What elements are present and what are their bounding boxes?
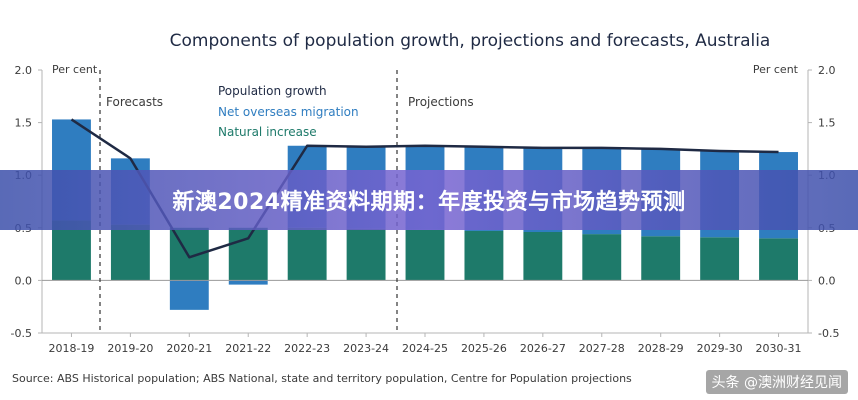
y-tick-label-right: 1.5 xyxy=(818,117,836,130)
bar-natural-increase xyxy=(523,232,563,281)
x-tick-label: 2023-24 xyxy=(343,342,389,355)
bar-natural-increase xyxy=(52,220,91,281)
headline-text: 新澳2024精准资料期期：年度投资与市场趋势预测 xyxy=(172,190,686,215)
population-growth-line xyxy=(70,118,779,259)
bar-natural-increase xyxy=(759,238,798,281)
y-axis-label-left: Per cent xyxy=(52,63,98,76)
source-note: Source: ABS Historical population; ABS N… xyxy=(12,372,632,385)
y-tick-label-right: 2.0 xyxy=(818,64,836,77)
x-tick-label: 2024-25 xyxy=(402,342,448,355)
y-tick-label-left: 2.0 xyxy=(15,64,33,77)
legend-item-net-overseas-migration: Net overseas migration xyxy=(218,105,359,119)
bar-natural-increase xyxy=(405,229,445,281)
chart-title: Components of population growth, project… xyxy=(170,31,771,51)
y-tick-label-right: 0.0 xyxy=(818,274,836,287)
legend-item-natural-increase: Natural increase xyxy=(218,125,317,139)
x-axis: 2018-19 2019-20 2020-21 2021-22 2022-23 2023-… xyxy=(48,333,802,355)
region-label-projections: Projections xyxy=(408,95,474,109)
legend: Population growth Net overseas migration… xyxy=(218,84,359,139)
x-tick-label: 2025-26 xyxy=(461,342,507,355)
x-tick-label: 2021-22 xyxy=(225,342,271,355)
y-tick-label-right: -0.5 xyxy=(818,327,839,340)
bar-natural-increase xyxy=(464,230,504,281)
watermark: 头条 @澳洲财经见闻 xyxy=(705,370,848,394)
bar-natural-increase xyxy=(228,227,268,281)
x-tick-label: 2028-29 xyxy=(638,342,684,355)
x-tick-label: 2029-30 xyxy=(697,342,743,355)
x-tick-label: 2018-19 xyxy=(48,342,94,355)
bar-net-overseas-migration xyxy=(169,280,209,310)
bar-natural-increase xyxy=(641,236,681,281)
population-growth-line-group xyxy=(70,118,779,259)
x-tick-label: 2022-23 xyxy=(284,342,330,355)
y-tick-label-left: 0.0 xyxy=(15,274,33,287)
bar-natural-increase xyxy=(110,224,150,281)
x-tick-label: 2019-20 xyxy=(107,342,153,355)
bar-net-overseas-migration xyxy=(228,280,268,285)
x-tick-label: 2020-21 xyxy=(166,342,212,355)
x-tick-label: 2027-28 xyxy=(579,342,625,355)
y-tick-label-left: 1.5 xyxy=(15,117,33,130)
y-axis-label-right: Per cent xyxy=(753,63,799,76)
bar-natural-increase xyxy=(582,234,622,281)
y-tick-label-left: -0.5 xyxy=(11,327,32,340)
bar-natural-increase xyxy=(287,227,327,281)
headline-banner: 新澳2024精准资料期期：年度投资与市场趋势预测 xyxy=(0,170,858,230)
x-tick-label: 2030-31 xyxy=(756,342,802,355)
bar-natural-increase xyxy=(346,228,386,281)
legend-title: Population growth xyxy=(218,84,327,98)
x-tick-label: 2026-27 xyxy=(520,342,566,355)
bar-natural-increase xyxy=(700,237,740,281)
region-label-forecasts: Forecasts xyxy=(106,95,163,109)
